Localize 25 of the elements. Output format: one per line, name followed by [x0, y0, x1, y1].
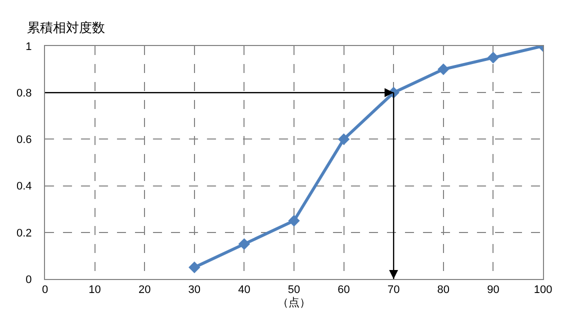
y-tick-label: 0.2: [16, 227, 32, 240]
x-tick-label: 60: [338, 284, 350, 296]
point: [338, 133, 350, 146]
x-tick-label: 70: [387, 284, 400, 296]
x-tick-label: 20: [138, 284, 151, 296]
point: [188, 262, 200, 274]
x-tick-label: 0: [42, 284, 48, 296]
x-tick-label: 90: [487, 284, 500, 296]
point: [487, 52, 500, 64]
x-tick-label: 10: [88, 284, 101, 296]
point: [438, 63, 450, 76]
x-axis-title: （点）: [278, 296, 310, 310]
y-tick-label: 0.8: [16, 87, 32, 100]
x-tick-label: 100: [534, 284, 552, 296]
point: [288, 214, 300, 227]
y-tick-label: 0.6: [16, 134, 32, 146]
y-tick-label: 0.4: [16, 180, 32, 193]
x-tick-label: 80: [437, 284, 450, 296]
y-tick-label: 0: [26, 274, 32, 286]
point: [238, 238, 250, 250]
x-tick-label: 50: [288, 284, 300, 296]
chart-title: 累積相対度数: [27, 20, 105, 35]
y-tick-label: 1: [26, 40, 32, 53]
x-tick-label: 40: [238, 284, 250, 296]
x-tick-label: 30: [188, 284, 201, 296]
